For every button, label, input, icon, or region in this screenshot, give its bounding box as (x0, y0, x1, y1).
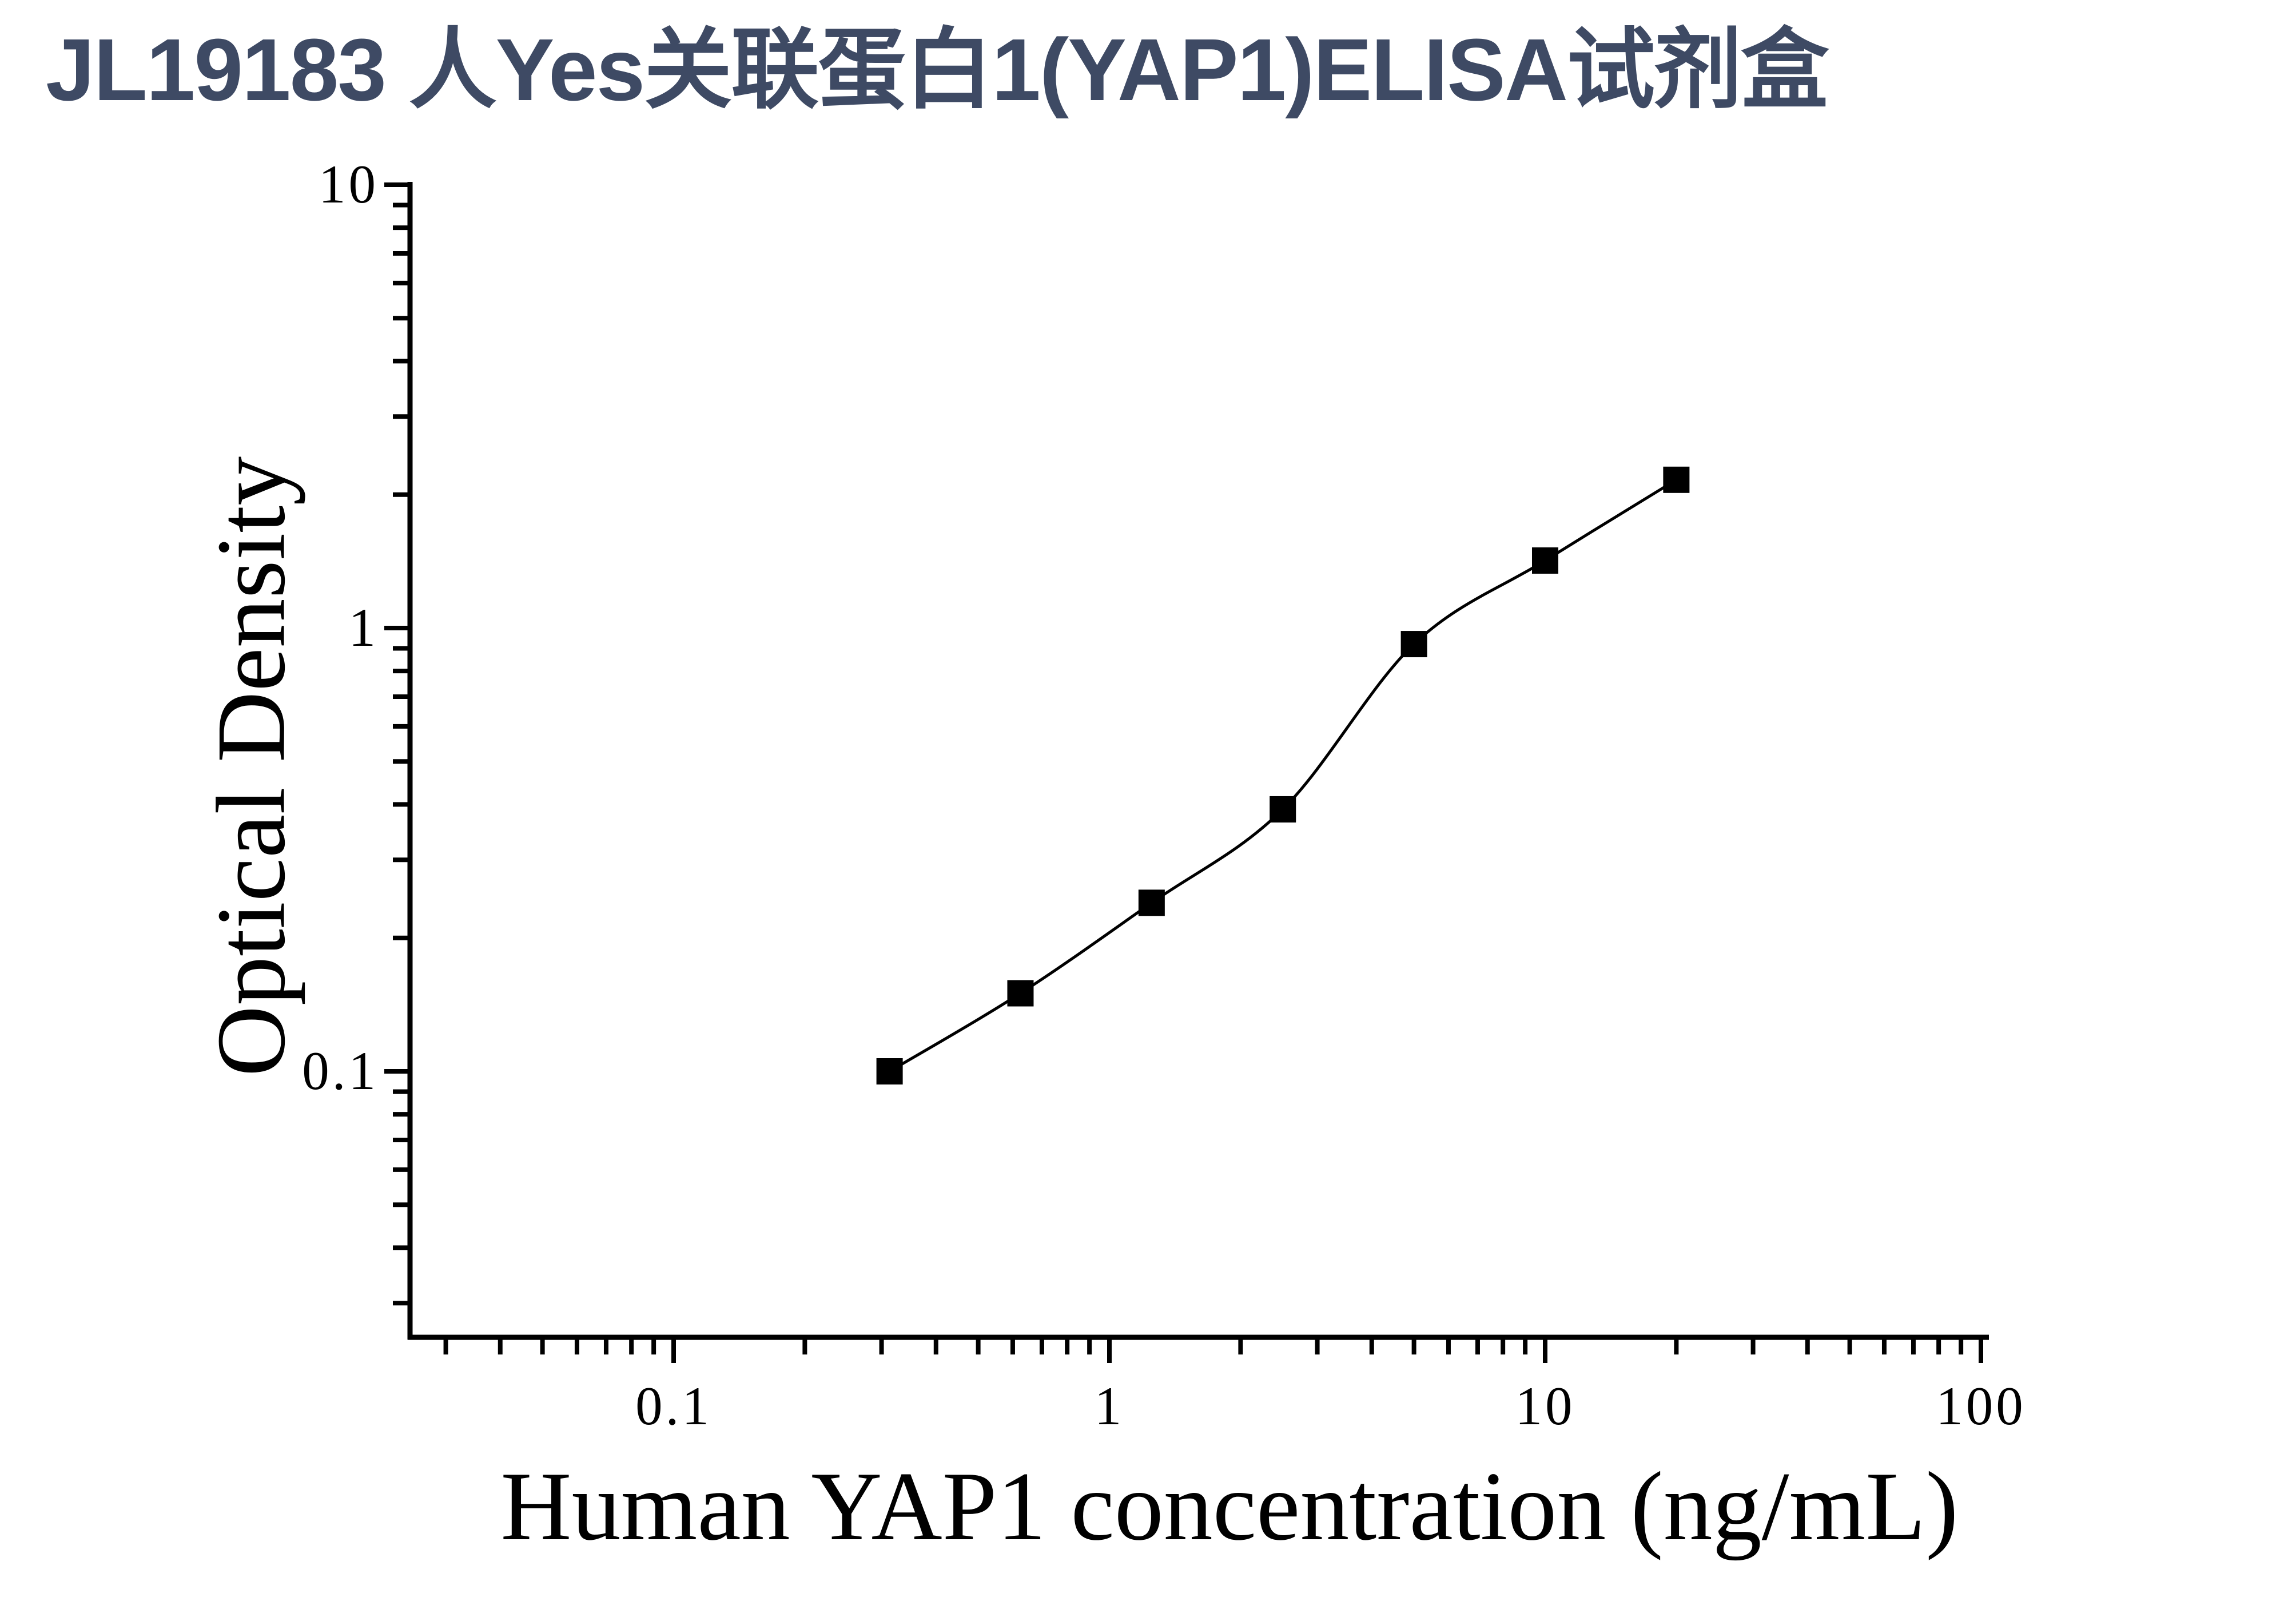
x-tick-label: 1 (1095, 1376, 1125, 1436)
data-point-marker (1663, 466, 1690, 493)
data-point-marker (876, 1058, 903, 1084)
y-tick-label: 1 (349, 597, 379, 658)
x-tick-label: 100 (1936, 1376, 2026, 1436)
page-title: JL19183 人Yes关联蛋白1(YAP1)ELISA试剂盒 (46, 21, 1829, 119)
data-point-marker (1400, 631, 1427, 658)
data-point-marker (1270, 796, 1296, 823)
x-axis-title: Human YAP1 concentration (ng/mL) (500, 1452, 1959, 1561)
x-tick-label: 0.1 (635, 1376, 712, 1436)
data-point-marker (1138, 889, 1165, 916)
x-tick-label: 10 (1515, 1376, 1575, 1436)
data-point-marker (1007, 980, 1034, 1007)
data-point-marker (1532, 547, 1558, 574)
y-tick-label: 0.1 (302, 1040, 379, 1101)
y-tick-label: 10 (319, 154, 379, 214)
